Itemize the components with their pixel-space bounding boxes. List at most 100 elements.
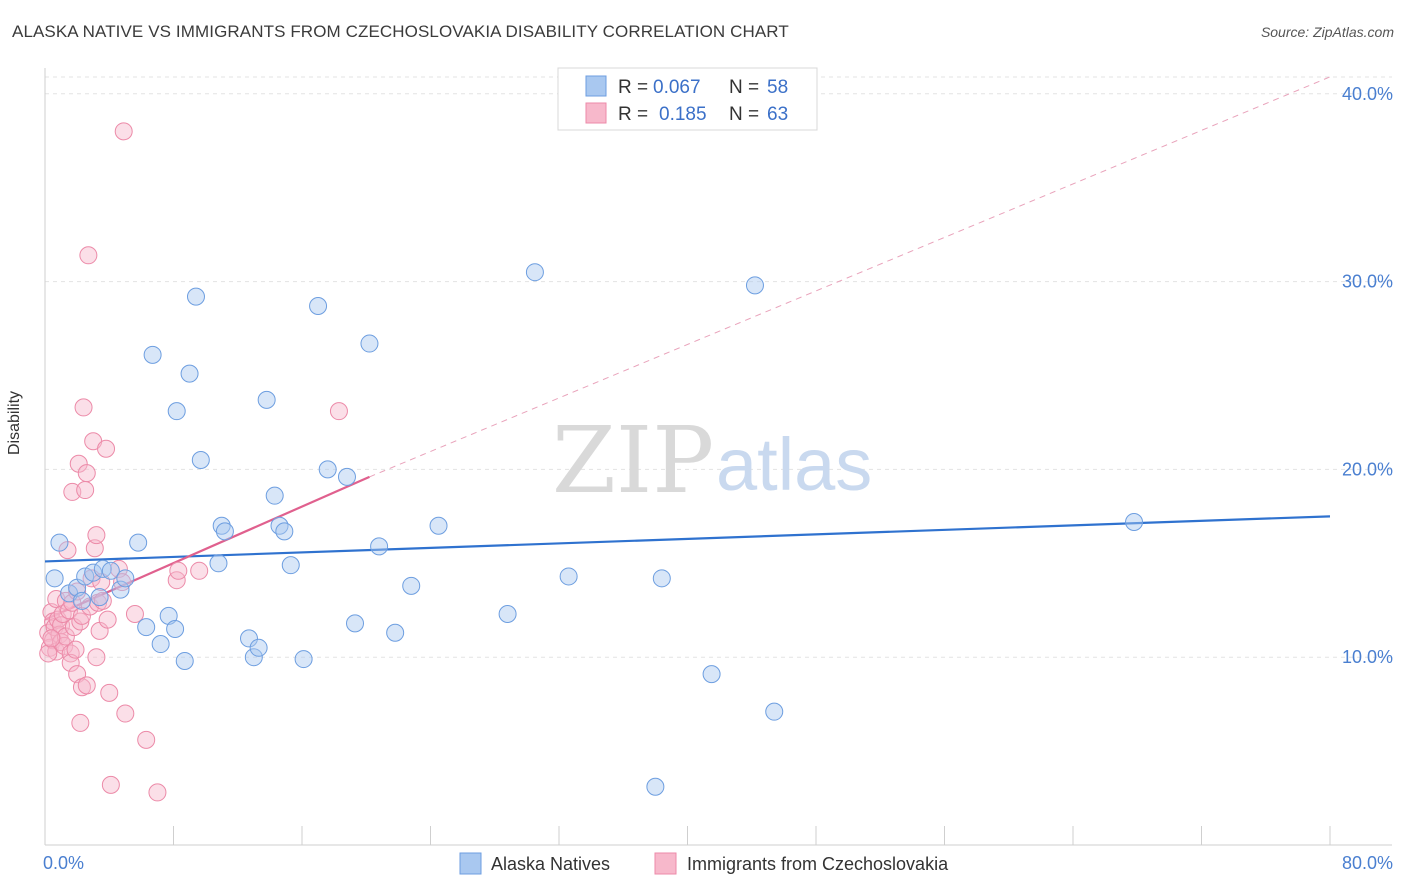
- alaska-point-42: [402, 576, 421, 595]
- alaska-point-37: [337, 467, 356, 486]
- legend-r-value-1: 0.067: [653, 77, 701, 98]
- czech-point-32: [76, 481, 95, 500]
- x-tick-labels: 0.0% 80.0%: [43, 853, 1393, 873]
- legend-n-label-1: N =: [729, 77, 759, 98]
- alaska-point-7: [90, 588, 109, 607]
- alaska-point-6: [84, 563, 103, 582]
- watermark: ZIP atlas: [552, 407, 872, 514]
- alaska-point-25: [215, 522, 234, 541]
- alaska-point-40: [370, 537, 389, 556]
- czech-point-47: [98, 610, 117, 629]
- alaska-point-49: [702, 665, 721, 684]
- legend-r-label-1: R =: [618, 77, 648, 98]
- alaska-point-29: [257, 390, 276, 409]
- alaska-point-38: [346, 614, 365, 633]
- trend-line-czech-extension: [369, 76, 1331, 478]
- watermark-zip: ZIP: [552, 407, 714, 514]
- alaska-point-1: [50, 533, 69, 552]
- alaska-point-12: [129, 533, 148, 552]
- y-tick-labels: 10.0% 20.0% 30.0% 40.0%: [1342, 84, 1393, 667]
- grid-lines: [45, 76, 1392, 658]
- legend-n-value-2: 63: [767, 104, 788, 125]
- czech-point-58: [169, 561, 188, 580]
- legend-n-value-1: 58: [767, 77, 788, 98]
- alaska-point-18: [167, 402, 186, 421]
- alaska-point-20: [180, 364, 199, 383]
- bottom-legend-label-alaska: Alaska Natives: [491, 854, 610, 874]
- series-alaska-natives: [45, 263, 1144, 796]
- x-tick-label-0: 0.0%: [43, 853, 84, 873]
- alaska-point-4: [72, 591, 91, 610]
- czech-point-55: [137, 730, 156, 749]
- alaska-point-50: [745, 276, 764, 295]
- bottom-legend: Alaska Natives Immigrants from Czechoslo…: [459, 852, 949, 875]
- y-tick-label-0: 10.0%: [1342, 647, 1393, 667]
- czech-point-40: [87, 526, 106, 545]
- alaska-point-32: [275, 522, 294, 541]
- y-tick-label-3: 40.0%: [1342, 84, 1393, 104]
- alaska-point-27: [244, 648, 263, 667]
- alaska-point-41: [386, 623, 405, 642]
- legend-box: R = 0.067 N = 58 R = 0.185 N = 63: [557, 67, 818, 131]
- czech-point-39: [85, 539, 104, 558]
- watermark-atlas: atlas: [716, 423, 872, 506]
- y-tick-label-1: 20.0%: [1342, 459, 1393, 479]
- alaska-point-35: [309, 297, 328, 315]
- czech-point-41: [87, 648, 106, 667]
- czech-point-59: [190, 561, 209, 580]
- alaska-point-15: [151, 635, 170, 654]
- alaska-point-44: [498, 605, 517, 623]
- czech-point-49: [101, 775, 120, 794]
- alaska-point-31: [270, 516, 289, 535]
- alaska-point-30: [265, 486, 284, 505]
- legend-r-label-2: R =: [618, 104, 648, 125]
- bottom-legend-label-czech: Immigrants from Czechoslovakia: [687, 854, 949, 874]
- alaska-point-45: [525, 263, 544, 282]
- alaska-point-26: [239, 629, 258, 648]
- alaska-point-11: [116, 569, 135, 588]
- alaska-point-43: [429, 516, 448, 535]
- alaska-point-39: [360, 334, 379, 353]
- trend-lines: [44, 76, 1331, 621]
- czech-point-33: [77, 464, 96, 483]
- czech-point-53: [116, 704, 135, 723]
- x-tick-label-1: 80.0%: [1342, 853, 1393, 873]
- alaska-point-46: [559, 567, 578, 586]
- alaska-point-10: [111, 580, 130, 599]
- czech-point-23: [66, 640, 85, 659]
- alaska-point-28: [249, 638, 268, 657]
- y-tick-label-2: 30.0%: [1342, 272, 1393, 292]
- alaska-point-0: [45, 569, 64, 588]
- alaska-point-23: [209, 554, 228, 573]
- alaska-point-17: [166, 620, 185, 639]
- alaska-point-16: [159, 606, 178, 625]
- alaska-point-22: [191, 451, 210, 469]
- czech-point-48: [100, 683, 119, 702]
- alaska-point-33: [281, 556, 300, 575]
- alaska-point-51: [765, 702, 784, 721]
- legend-r-value-2: 0.185: [659, 104, 707, 125]
- trend-line-alaska: [44, 515, 1331, 563]
- source-credit: Source: ZipAtlas.com: [1260, 24, 1394, 40]
- alaska-point-13: [137, 618, 156, 637]
- trend-line-czech: [44, 475, 370, 621]
- alaska-point-36: [318, 460, 337, 479]
- legend-swatch-pink: [585, 102, 607, 124]
- chart-title: ALASKA NATIVE VS IMMIGRANTS FROM CZECHOS…: [12, 22, 789, 41]
- czech-point-31: [74, 398, 93, 417]
- czech-point-27: [71, 713, 90, 732]
- czech-point-60: [329, 402, 348, 421]
- alaska-point-14: [143, 345, 162, 364]
- alaska-point-47: [646, 777, 665, 796]
- legend-swatch-blue: [585, 75, 607, 97]
- bottom-legend-swatch-blue: [459, 852, 482, 875]
- alaska-point-24: [212, 516, 231, 535]
- bottom-legend-swatch-pink: [654, 852, 677, 875]
- czech-point-52: [114, 122, 133, 141]
- czech-point-34: [77, 676, 96, 695]
- czech-point-56: [148, 783, 167, 802]
- alaska-point-21: [186, 287, 205, 306]
- czech-point-61: [39, 644, 58, 663]
- alaska-point-34: [294, 650, 313, 669]
